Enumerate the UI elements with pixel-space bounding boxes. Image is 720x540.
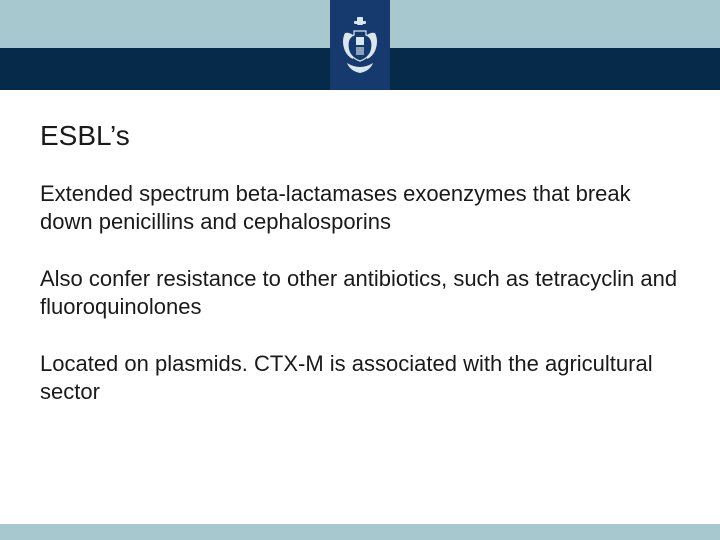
paragraph-2: Also confer resistance to other antibiot… [40, 265, 680, 320]
coat-of-arms-icon [337, 15, 383, 75]
footer-band [0, 524, 720, 540]
slide-content: ESBL’s Extended spectrum beta-lactamases… [0, 90, 720, 405]
slide-title: ESBL’s [40, 120, 680, 152]
paragraph-1: Extended spectrum beta-lactamases exoenz… [40, 180, 680, 235]
gov-logo [330, 0, 390, 90]
paragraph-3: Located on plasmids. CTX-M is associated… [40, 350, 680, 405]
